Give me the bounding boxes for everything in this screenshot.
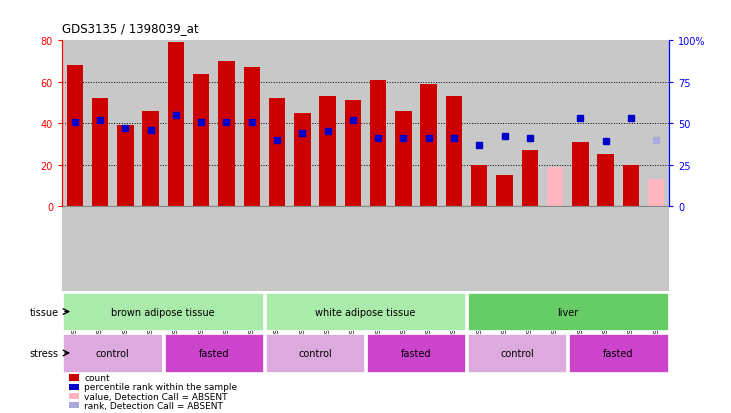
Bar bbox=[370, 81, 387, 206]
Bar bbox=[269, 99, 285, 206]
Bar bbox=[219, 62, 235, 206]
Bar bbox=[395, 112, 412, 206]
Text: stress: stress bbox=[29, 348, 58, 358]
Bar bbox=[471, 165, 488, 206]
Text: rank, Detection Call = ABSENT: rank, Detection Call = ABSENT bbox=[84, 401, 223, 410]
Bar bbox=[67, 66, 83, 206]
Bar bbox=[143, 112, 159, 206]
Bar bbox=[468, 293, 667, 330]
Text: control: control bbox=[298, 348, 332, 358]
Text: control: control bbox=[500, 348, 534, 358]
Bar bbox=[420, 85, 437, 206]
Text: liver: liver bbox=[557, 307, 578, 317]
Bar bbox=[64, 335, 162, 372]
Text: count: count bbox=[84, 373, 110, 382]
Bar bbox=[265, 293, 466, 330]
Bar bbox=[446, 97, 462, 206]
Bar bbox=[117, 126, 134, 206]
Bar bbox=[572, 142, 588, 206]
Bar bbox=[367, 335, 466, 372]
Bar bbox=[265, 335, 364, 372]
Bar bbox=[547, 167, 564, 206]
Bar bbox=[597, 155, 614, 206]
Text: fasted: fasted bbox=[401, 348, 431, 358]
Text: fasted: fasted bbox=[603, 348, 634, 358]
Text: tissue: tissue bbox=[29, 307, 58, 317]
Bar bbox=[243, 68, 260, 206]
Bar bbox=[468, 335, 567, 372]
Bar bbox=[623, 165, 639, 206]
Bar bbox=[344, 101, 361, 206]
Bar bbox=[319, 97, 336, 206]
Text: white adipose tissue: white adipose tissue bbox=[315, 307, 416, 317]
Bar bbox=[648, 180, 664, 206]
Text: control: control bbox=[96, 348, 129, 358]
Bar bbox=[496, 176, 512, 206]
Text: fasted: fasted bbox=[199, 348, 229, 358]
Bar bbox=[569, 335, 667, 372]
Text: percentile rank within the sample: percentile rank within the sample bbox=[84, 382, 237, 392]
Bar bbox=[193, 74, 209, 206]
Text: brown adipose tissue: brown adipose tissue bbox=[111, 307, 215, 317]
Text: value, Detection Call = ABSENT: value, Detection Call = ABSENT bbox=[84, 392, 227, 401]
Bar bbox=[64, 293, 263, 330]
Bar bbox=[522, 151, 538, 206]
Text: GDS3135 / 1398039_at: GDS3135 / 1398039_at bbox=[62, 22, 199, 35]
Bar bbox=[294, 114, 311, 206]
Bar bbox=[167, 43, 184, 206]
Bar bbox=[164, 335, 263, 372]
Bar bbox=[92, 99, 108, 206]
